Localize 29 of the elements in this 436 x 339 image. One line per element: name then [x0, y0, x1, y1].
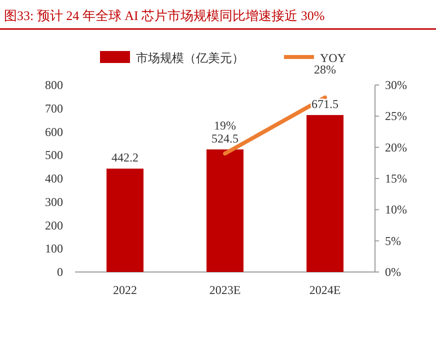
x-tick-label: 2022: [113, 283, 137, 297]
legend-label: 市场规模（亿美元）: [136, 51, 244, 65]
data-label: 28%: [314, 62, 336, 76]
data-label: 19%: [214, 118, 236, 133]
y2-tick-label: 30%: [385, 78, 407, 92]
y-tick-label: 700: [45, 101, 63, 116]
y2-tick-label: 15%: [385, 172, 407, 186]
y-tick-label: 200: [45, 218, 63, 232]
bar: [206, 149, 244, 272]
y-tick-label: 600: [45, 124, 63, 139]
y-tick-label: 500: [45, 148, 63, 162]
data-label: 442.2: [112, 150, 138, 165]
bar: [106, 168, 144, 272]
y-tick-label: 100: [45, 242, 63, 256]
y2-tick-label: 10%: [385, 202, 407, 217]
bar: [306, 115, 344, 272]
y2-tick-label: 5%: [385, 234, 401, 248]
chart-title: 图33: 预计 24 年全球 AI 芯片市场规模同比增速接近 30%: [4, 8, 325, 23]
y-tick-label: 0: [57, 265, 63, 279]
legend-label: YOY: [320, 51, 346, 65]
y2-tick-label: 20%: [385, 140, 407, 154]
y2-tick-label: 25%: [385, 109, 407, 124]
y2-tick-label: 0%: [385, 265, 401, 279]
y-tick-label: 300: [45, 194, 63, 209]
y-tick-label: 400: [45, 172, 63, 186]
x-tick-label: 2024E: [309, 283, 341, 297]
y-tick-label: 800: [45, 78, 63, 92]
data-label: 524.5: [212, 131, 238, 146]
x-tick-label: 2023E: [209, 283, 241, 297]
